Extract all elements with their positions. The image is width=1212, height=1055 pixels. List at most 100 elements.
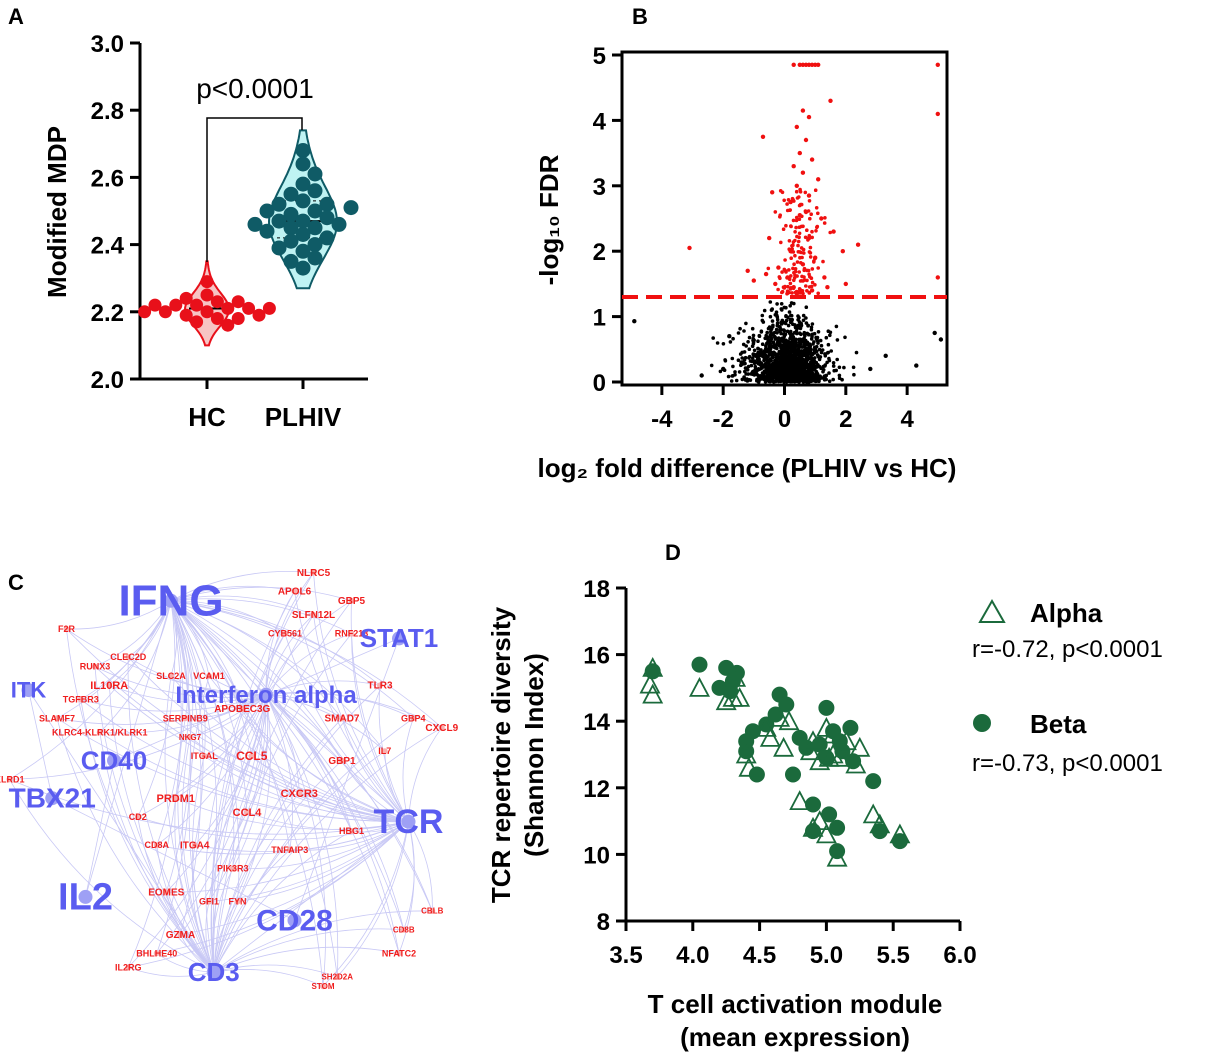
b-cloud-point [826, 350, 830, 355]
d-point-alpha [845, 753, 867, 774]
c-hub-node [78, 889, 93, 904]
a-point-hc [231, 295, 245, 309]
d-point-alpha [729, 686, 751, 707]
b-cloud-point [777, 371, 781, 376]
a-ytick-label: 2.2 [91, 300, 124, 327]
c-gene-label: CYB561 [268, 629, 302, 639]
b-cloud-point [764, 346, 768, 351]
c-gene-label: KLRD1 [0, 774, 25, 784]
a-point-hc [148, 298, 162, 312]
b-sig-point [935, 62, 940, 67]
c-edge [170, 598, 352, 635]
d-point-beta [805, 796, 821, 813]
b-cloud-point [787, 345, 792, 350]
panel-a-violin: 2.0 2.2 2.4 2.6 2.8 3.0 HC PLHIV p<0.0001 Modi… [42, 31, 368, 432]
c-edge [170, 600, 443, 728]
b-cloud-point [756, 346, 760, 351]
b-cloud-point [810, 371, 815, 376]
b-cloud-sig-point [799, 224, 804, 229]
a-point-plhiv [295, 227, 311, 242]
a-point-plhiv [307, 166, 323, 182]
b-xtick-label: -2 [713, 406, 734, 433]
d-legend-beta-label: Beta [1030, 709, 1087, 739]
b-cloud-point [773, 352, 777, 357]
d-point-alpha [818, 746, 840, 767]
b-cloud-point [799, 345, 804, 349]
c-gene-label: SLC2A [156, 671, 186, 681]
b-cloud-sig-point [793, 267, 798, 271]
c-edge [156, 845, 215, 973]
c-edge [80, 694, 267, 712]
b-cloud-point [790, 340, 795, 345]
b-cloud-point [810, 332, 815, 337]
b-cloud-sig-point [808, 216, 812, 221]
b-sig-point [791, 285, 796, 290]
b-cloud-sig-point [784, 223, 788, 228]
b-cloud-point [794, 373, 799, 378]
c-hub-node [21, 683, 36, 698]
a-point-plhiv [283, 206, 299, 222]
d-point-beta [818, 699, 835, 716]
c-edge [85, 600, 172, 898]
c-gene-node [63, 626, 70, 632]
c-gene-node [348, 597, 355, 604]
c-gene-node [339, 757, 345, 764]
b-cloud-point [801, 313, 806, 318]
c-edge [28, 689, 215, 973]
panel-b-volcano: 0 1 2 3 4 5 -4 -2 0 2 4 -log₁₀ FDR log₂ fold diff… [534, 43, 956, 483]
b-cloud-point [843, 335, 847, 340]
c-gene-label: ITGAL [191, 751, 218, 761]
a-point-plhiv [331, 216, 347, 232]
c-gene-label: IL10RA [90, 680, 128, 692]
b-cloud-point [796, 352, 801, 357]
c-edge [212, 572, 314, 973]
a-ytick-label: 2.4 [91, 233, 125, 260]
b-cloud-point [778, 375, 783, 380]
d-ytick-label: 10 [583, 842, 610, 869]
b-cloud-sig-point [800, 274, 804, 279]
b-cloud-point [768, 350, 772, 354]
b-cloud-point [774, 310, 779, 315]
c-edge [265, 694, 293, 850]
b-cloud-point [778, 339, 783, 344]
b-cloud-point [757, 351, 761, 355]
b-cloud-point [791, 358, 796, 363]
d-legend-alpha-stats: r=-0.72, p<0.0001 [972, 636, 1163, 663]
a-point-hc [190, 298, 204, 312]
c-hub-label: IL2 [58, 877, 113, 919]
b-cloud-sig-point [814, 229, 818, 233]
b-cloud-sig-point [823, 216, 827, 220]
b-cloud-point [837, 373, 842, 378]
c-edge [170, 600, 267, 696]
d-point-alpha [815, 823, 837, 844]
c-hub-label: STAT1 [360, 623, 438, 653]
c-gene-label: SLAMF7 [39, 713, 75, 723]
c-gene-label: PRDM1 [156, 793, 195, 805]
b-ytick-label: 2 [593, 239, 606, 266]
c-edge [213, 928, 404, 973]
b-cloud-point [749, 372, 753, 376]
c-edge [211, 633, 286, 973]
b-cloud-point [730, 356, 735, 361]
b-cloud-sig-point [780, 270, 784, 274]
c-edge [213, 946, 400, 973]
b-cloud-point [835, 338, 840, 342]
b-cloud-point [775, 302, 779, 306]
c-edge [289, 821, 409, 851]
b-cloud-point [826, 342, 831, 347]
b-cloud-point [745, 379, 750, 383]
a-point-plhiv [307, 220, 323, 236]
b-cloud-point [728, 340, 733, 344]
b-sig-point [803, 209, 809, 215]
d-x-axis-title-2: (mean expression) [680, 1022, 910, 1052]
b-cloud-point [733, 370, 737, 374]
b-cloud-point [804, 355, 809, 360]
c-gene-node [348, 828, 355, 835]
c-edge [170, 600, 400, 954]
d-point-alpha [889, 823, 911, 844]
c-edge [237, 821, 409, 902]
b-cloud-sig-point [813, 283, 817, 287]
c-edge [137, 694, 267, 818]
c-gene-node [206, 673, 212, 679]
c-edge [170, 600, 414, 719]
